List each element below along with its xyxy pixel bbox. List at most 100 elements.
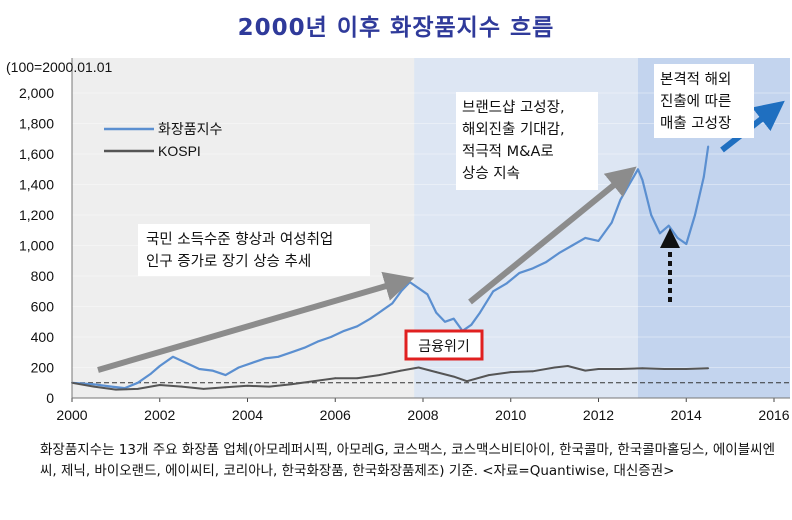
y-tick-label: 1,800 — [19, 116, 54, 132]
y-tick-label: 2,000 — [19, 85, 54, 101]
kospi-point — [597, 368, 600, 370]
phase1-label-box — [138, 224, 370, 276]
cosmetics-index-point — [452, 317, 455, 320]
phase1-line-2: 인구 증가로 장기 상승 추세 — [146, 253, 311, 270]
kospi-point — [202, 387, 205, 390]
x-tick-label: 2004 — [232, 407, 263, 423]
kospi-point — [224, 386, 227, 389]
cosmetics-index-point — [444, 320, 446, 323]
cosmetics-index-point — [619, 198, 622, 201]
cosmetics-index-point — [237, 366, 240, 369]
kospi-point — [136, 387, 139, 390]
cosmetics-index-point — [417, 287, 420, 290]
y-axis-unit-label: (100=2000.01.01 — [6, 59, 112, 75]
cosmetics-index-point — [707, 145, 710, 148]
cosmetics-index-point — [316, 340, 319, 343]
kospi-point — [641, 367, 644, 370]
kospi-point — [663, 368, 666, 370]
phase2-line-3: 적극적 M&A로 — [462, 143, 554, 160]
y-tick-label: 800 — [31, 268, 55, 284]
cosmetics-index-point — [150, 372, 152, 375]
kospi-point — [268, 385, 271, 388]
kospi-point — [435, 371, 438, 373]
kospi-point — [619, 368, 622, 370]
cosmetics-index-point — [303, 346, 306, 349]
kospi-point — [114, 388, 117, 391]
x-tick-label: 2012 — [583, 407, 614, 423]
cosmetics-index-point — [250, 362, 253, 364]
phase3-label-box — [654, 64, 754, 138]
x-tick-label: 2010 — [495, 407, 526, 423]
x-tick-label: 2016 — [758, 407, 789, 423]
kospi-line — [71, 365, 709, 391]
cosmetics-index-point — [391, 302, 394, 305]
phase2-label-box — [456, 92, 598, 190]
phase1-line-1: 국민 소득수준 향상과 여성취업 — [146, 231, 333, 248]
kospi-point — [452, 375, 455, 378]
phase2-line-1: 브랜드샵 고성장, — [462, 99, 565, 116]
cosmetics-index-point — [685, 243, 688, 245]
kospi-point — [553, 366, 556, 369]
kospi-point — [487, 374, 490, 377]
legend-kospi-label: KOSPI — [158, 143, 201, 159]
phase1-trend-arrow — [97, 271, 415, 373]
y-tick-label: 1,200 — [19, 207, 54, 223]
cosmetics-index-point — [702, 175, 705, 178]
cosmetics-index-point — [694, 214, 696, 216]
cosmetics-index-point — [277, 355, 280, 358]
cosmetics-index-point — [264, 357, 266, 360]
cosmetics-index-point — [641, 179, 644, 181]
cosmetics-index-point — [610, 221, 613, 224]
phase2-line-2: 해외진출 기대감, — [462, 121, 565, 138]
x-tick-label: 2006 — [320, 407, 351, 423]
cosmetics-index-point — [676, 236, 679, 239]
chart: 0 200 400 600 800 1,000 1,200 1,400 1,600 1,800 2,… — [6, 58, 790, 423]
axes: 0 200 400 600 800 1,000 1,200 1,400 1,600 1,800 2,… — [19, 58, 790, 423]
kospi-point — [707, 367, 710, 370]
kospi-point — [400, 369, 402, 372]
y-tick-label: 200 — [31, 360, 55, 376]
kospi-point — [378, 374, 381, 377]
phase3-line-1: 본격적 해외 — [660, 71, 731, 88]
cosmetics-index-point — [356, 325, 359, 328]
cosmetics-index-point — [659, 232, 661, 235]
legend-cosmetics-label: 화장품지수 — [158, 122, 223, 138]
cosmetics-index-point — [211, 369, 214, 372]
cosmetics-index-point — [343, 330, 345, 332]
cosmetics-index-point — [584, 236, 587, 239]
kospi-point — [417, 366, 420, 369]
kospi-point — [685, 368, 688, 370]
kospi-point — [531, 370, 534, 373]
crisis-label: 금융위기 — [418, 339, 470, 355]
y-tick-label: 600 — [31, 299, 55, 315]
source-footnote: 화장품지수는 13개 주요 화장품 업체(아모레퍼시픽, 아모레G, 코스맥스,… — [40, 442, 775, 479]
cosmetics-index-point — [505, 282, 508, 285]
cosmetics-index-point — [558, 252, 560, 255]
cosmetics-index-point — [470, 323, 473, 326]
cosmetics-index-point — [172, 355, 174, 358]
kospi-point — [566, 365, 569, 367]
kospi-point — [158, 384, 161, 386]
kospi-point — [465, 380, 468, 383]
x-tick-label: 2008 — [407, 407, 438, 423]
cosmetics-index-point — [400, 290, 402, 293]
cosmetics-index-point — [110, 385, 113, 388]
y-tick-label: 1,600 — [19, 146, 54, 162]
cosmetics-index-point — [531, 267, 534, 270]
cosmetics-index-point — [426, 293, 429, 296]
phase2-line-4: 상승 지속 — [462, 165, 520, 182]
phase2-trend-arrow — [468, 166, 637, 305]
kospi-point — [356, 377, 359, 380]
cosmetics-index-point — [597, 240, 600, 242]
x-tick-label: 2000 — [56, 407, 87, 423]
cosmetics-index-point — [369, 317, 372, 320]
cosmetics-index-point — [492, 290, 495, 293]
cosmetics-index-point — [518, 272, 521, 274]
cosmetics-index-point — [136, 381, 139, 384]
kospi-point — [290, 383, 293, 386]
cosmetics-index-point — [290, 351, 293, 354]
kospi-point — [180, 385, 183, 388]
cosmetics-index-point — [637, 168, 639, 171]
cosmetics-index-point — [435, 311, 438, 314]
y-tick-label: 1,000 — [19, 238, 54, 254]
